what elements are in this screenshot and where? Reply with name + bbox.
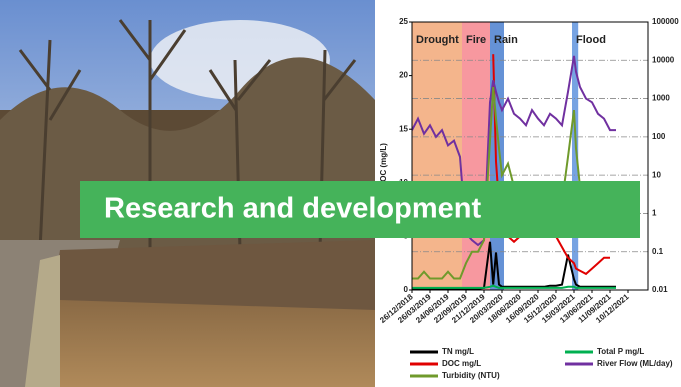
banner-title: Research and development — [104, 193, 481, 225]
legend-label: TN mg/L — [442, 347, 474, 356]
period-band — [490, 22, 504, 290]
period-label: Drought — [416, 34, 459, 46]
period-band — [412, 22, 462, 290]
legend-label: Turbidity (NTU) — [442, 371, 500, 380]
y2-tick-label: 1000 — [652, 94, 670, 103]
period-label: Flood — [576, 34, 606, 46]
slide: DroughtFireRainFlood05101520250.010.1110… — [0, 0, 681, 387]
y2-tick-label: 10 — [652, 170, 661, 179]
y2-tick-label: 0.1 — [652, 247, 664, 256]
legend-label: River Flow (ML/day) — [597, 359, 673, 368]
period-label: Rain — [494, 34, 518, 46]
y2-tick-label: 100000 — [652, 17, 679, 26]
y-tick-label: 20 — [399, 71, 408, 80]
y2-tick-label: 100 — [652, 132, 666, 141]
legend-label: DOC mg/L — [442, 359, 481, 368]
period-band — [462, 22, 490, 290]
y2-tick-label: 0.01 — [652, 285, 668, 294]
y2-tick-label: 1 — [652, 209, 657, 218]
y-tick-label: 25 — [399, 17, 408, 26]
y-tick-label: 15 — [399, 124, 408, 133]
page: {"banner": {"text": "Research and develo… — [0, 0, 681, 387]
period-label: Fire — [466, 34, 486, 46]
legend-label: Total P mg/L — [597, 347, 644, 356]
y2-tick-label: 10000 — [652, 55, 675, 64]
